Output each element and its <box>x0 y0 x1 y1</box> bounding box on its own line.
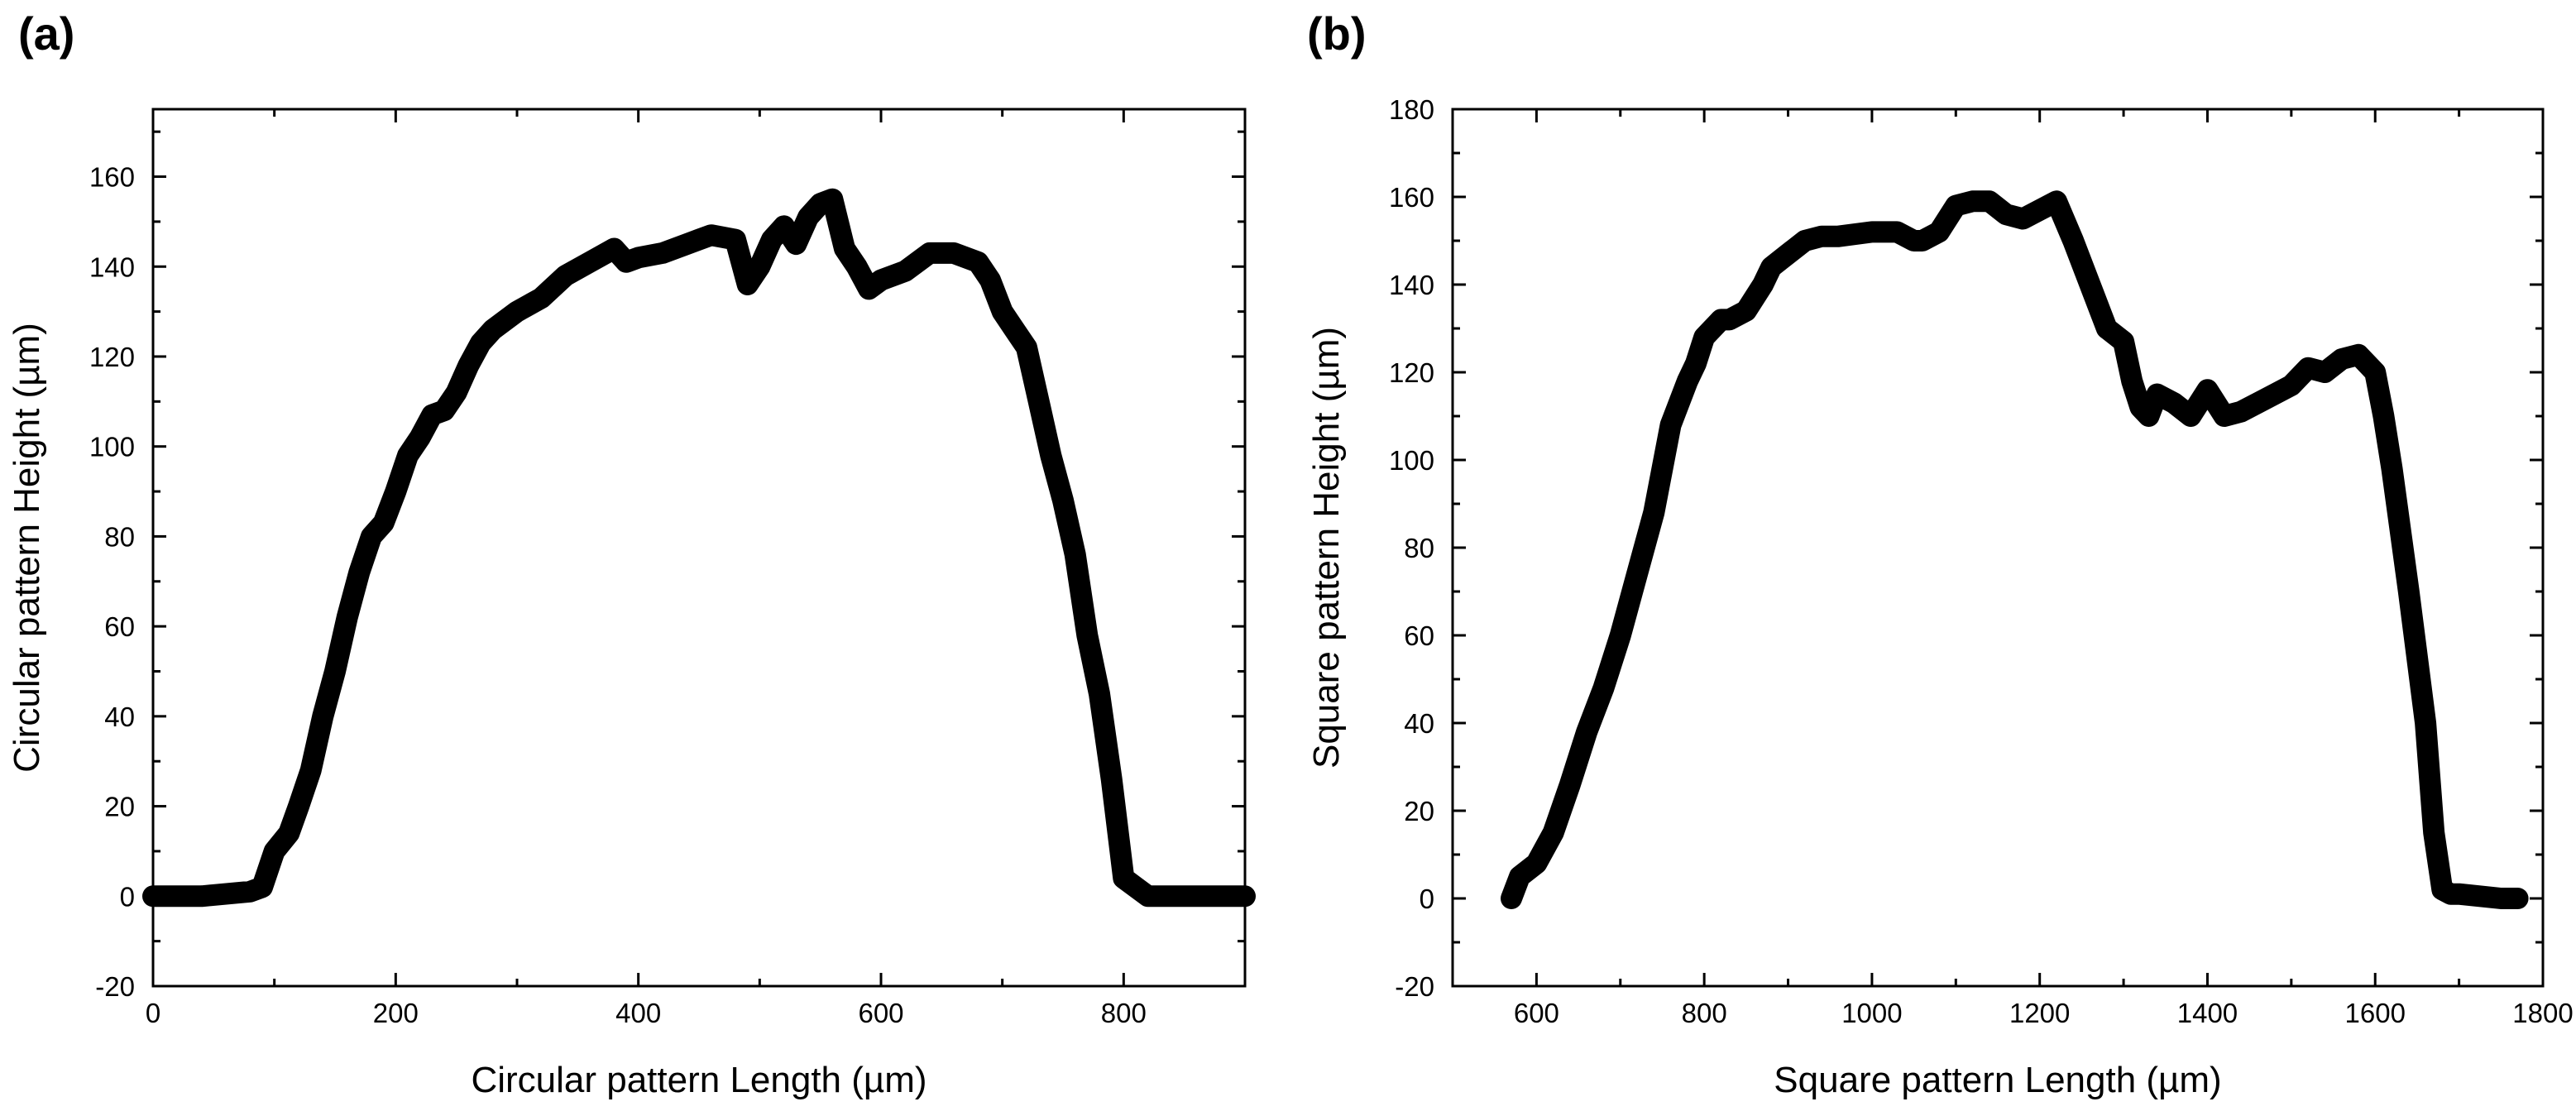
x-tick-label-b: 600 <box>1514 998 1559 1028</box>
plot-frame-b <box>1451 108 2545 988</box>
y-tick-label-b: 180 <box>1389 94 1434 125</box>
x-axis-title-a: Circular pattern Length (µm) <box>471 1060 926 1100</box>
y-tick-label-b: 120 <box>1389 357 1434 388</box>
y-axis-title-a: Circular pattern Height (µm) <box>7 323 47 773</box>
y-tick-label-b: 160 <box>1389 182 1434 213</box>
x-tick-label-b: 1600 <box>2345 998 2406 1028</box>
y-tick-label-b: 20 <box>1404 796 1434 826</box>
x-tick-label-a: 0 <box>146 998 160 1028</box>
y-tick-label-a: 40 <box>104 702 135 732</box>
y-tick-label-a: -20 <box>95 971 135 1002</box>
y-tick-label-b: 0 <box>1420 884 1434 914</box>
y-tick-label-a: 20 <box>104 792 135 822</box>
y-tick-label-a: 60 <box>104 611 135 642</box>
y-tick-label-b: 140 <box>1389 270 1434 300</box>
y-tick-label-a: 0 <box>120 881 135 912</box>
x-tick-label-a: 400 <box>615 998 661 1028</box>
y-tick-label-a: 160 <box>89 162 135 193</box>
chart-panel-a: 0 200 400 600 800 -20 0 20 40 60 80 100 120 140 160 Cir… <box>7 108 1256 1100</box>
y-tick-label-a: 140 <box>89 251 135 282</box>
chart-panel-b: 600 800 1000 1200 1400 1600 1800 -20 0 20 40 60 80 10… <box>1306 94 2574 1100</box>
x-tick-label-a: 200 <box>373 998 419 1028</box>
series-line-a-0 <box>142 188 1256 908</box>
x-axis-title-b: Square pattern Length (µm) <box>1774 1060 2221 1100</box>
y-axis-title-b: Square pattern Height (µm) <box>1306 327 1347 769</box>
x-tick-label-b: 800 <box>1682 998 1727 1028</box>
panel-label-b: (b) <box>1307 7 1367 60</box>
series-line-b-0 <box>1501 190 2529 909</box>
x-tick-label-b: 1800 <box>2512 998 2573 1028</box>
y-tick-label-b: 80 <box>1404 533 1434 563</box>
y-tick-label-b: 100 <box>1389 445 1434 476</box>
x-tick-label-b: 1000 <box>1841 998 1902 1028</box>
x-tick-label-a: 600 <box>858 998 903 1028</box>
y-tick-label-b: 60 <box>1404 620 1434 651</box>
y-tick-label-a: 120 <box>89 342 135 372</box>
plot-frame-a <box>151 108 1247 988</box>
x-tick-label-b: 1400 <box>2177 998 2238 1028</box>
x-tick-label-a: 800 <box>1101 998 1147 1028</box>
y-tick-label-b: -20 <box>1395 971 1434 1002</box>
x-tick-label-b: 1200 <box>2009 998 2070 1028</box>
y-tick-label-a: 100 <box>89 432 135 462</box>
y-tick-label-a: 80 <box>104 521 135 552</box>
panel-label-a: (a) <box>18 7 75 60</box>
y-tick-label-b: 40 <box>1404 708 1434 739</box>
